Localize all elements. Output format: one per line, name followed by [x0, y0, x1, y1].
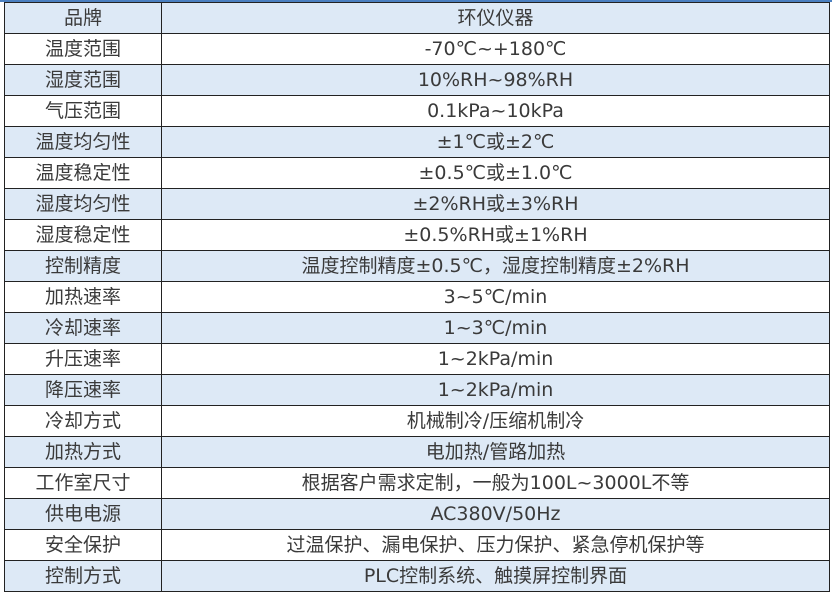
spec-label: 工作室尺寸 — [4, 467, 162, 499]
spec-value: PLC控制系统、触摸屏控制界面 — [161, 560, 830, 592]
spec-label: 温度稳定性 — [4, 157, 162, 189]
table-row: 温度范围 -70℃~+180℃ — [4, 33, 830, 65]
table-row: 供电电源 AC380V/50Hz — [4, 498, 830, 530]
table-row: 升压速率 1~2kPa/min — [4, 343, 830, 375]
spec-label: 加热方式 — [4, 436, 162, 468]
table-row: 温度均匀性 ±1℃或±2℃ — [4, 126, 830, 158]
spec-label: 升压速率 — [4, 343, 162, 375]
spec-label: 湿度均匀性 — [4, 188, 162, 220]
spec-label: 降压速率 — [4, 374, 162, 406]
table-row: 冷却方式 机械制冷/压缩机制冷 — [4, 405, 830, 437]
spec-value: 10%RH~98%RH — [161, 64, 830, 96]
table-row: 湿度范围 10%RH~98%RH — [4, 64, 830, 96]
spec-label: 冷却速率 — [4, 312, 162, 344]
spec-value: 过温保护、漏电保护、压力保护、紧急停机保护等 — [161, 529, 830, 561]
table-row: 加热方式 电加热/管路加热 — [4, 436, 830, 468]
spec-value: 1~2kPa/min — [161, 374, 830, 406]
spec-value: ±2%RH或±3%RH — [161, 188, 830, 220]
table-row: 冷却速率 1~3℃/min — [4, 312, 830, 344]
table-row: 降压速率 1~2kPa/min — [4, 374, 830, 406]
spec-value: 根据客户需求定制，一般为100L~3000L不等 — [161, 467, 830, 499]
spec-label: 湿度稳定性 — [4, 219, 162, 251]
spec-label: 供电电源 — [4, 498, 162, 530]
spec-value: 机械制冷/压缩机制冷 — [161, 405, 830, 437]
spec-label: 加热速率 — [4, 281, 162, 313]
spec-value: 电加热/管路加热 — [161, 436, 830, 468]
table-row: 安全保护 过温保护、漏电保护、压力保护、紧急停机保护等 — [4, 529, 830, 561]
spec-value: 温度控制精度±0.5℃，湿度控制精度±2%RH — [161, 250, 830, 282]
spec-value: 1~2kPa/min — [161, 343, 830, 375]
table-row: 加热速率 3~5℃/min — [4, 281, 830, 313]
spec-value: ±0.5℃或±1.0℃ — [161, 157, 830, 189]
spec-label: 湿度范围 — [4, 64, 162, 96]
spec-label: 气压范围 — [4, 95, 162, 127]
spec-table: 品牌 环仪仪器 温度范围 -70℃~+180℃ 湿度范围 10%RH~98%RH 气压范围 0… — [4, 2, 830, 592]
spec-value: 环仪仪器 — [161, 2, 830, 34]
spec-label: 安全保护 — [4, 529, 162, 561]
spec-label: 品牌 — [4, 2, 162, 34]
spec-label: 控制方式 — [4, 560, 162, 592]
table-row: 控制方式 PLC控制系统、触摸屏控制界面 — [4, 560, 830, 592]
table-row: 控制精度 温度控制精度±0.5℃，湿度控制精度±2%RH — [4, 250, 830, 282]
spec-value: AC380V/50Hz — [161, 498, 830, 530]
spec-value: 3~5℃/min — [161, 281, 830, 313]
spec-value: 1~3℃/min — [161, 312, 830, 344]
spec-label: 冷却方式 — [4, 405, 162, 437]
table-row: 湿度均匀性 ±2%RH或±3%RH — [4, 188, 830, 220]
spec-value: 0.1kPa~10kPa — [161, 95, 830, 127]
table-row: 品牌 环仪仪器 — [4, 2, 830, 34]
table-row: 气压范围 0.1kPa~10kPa — [4, 95, 830, 127]
spec-value: -70℃~+180℃ — [161, 33, 830, 65]
spec-label: 温度范围 — [4, 33, 162, 65]
spec-value: ±0.5%RH或±1%RH — [161, 219, 830, 251]
spec-label: 控制精度 — [4, 250, 162, 282]
table-row: 湿度稳定性 ±0.5%RH或±1%RH — [4, 219, 830, 251]
top-border — [0, 0, 832, 2]
spec-value: ±1℃或±2℃ — [161, 126, 830, 158]
table-row: 工作室尺寸 根据客户需求定制，一般为100L~3000L不等 — [4, 467, 830, 499]
table-row: 温度稳定性 ±0.5℃或±1.0℃ — [4, 157, 830, 189]
spec-label: 温度均匀性 — [4, 126, 162, 158]
